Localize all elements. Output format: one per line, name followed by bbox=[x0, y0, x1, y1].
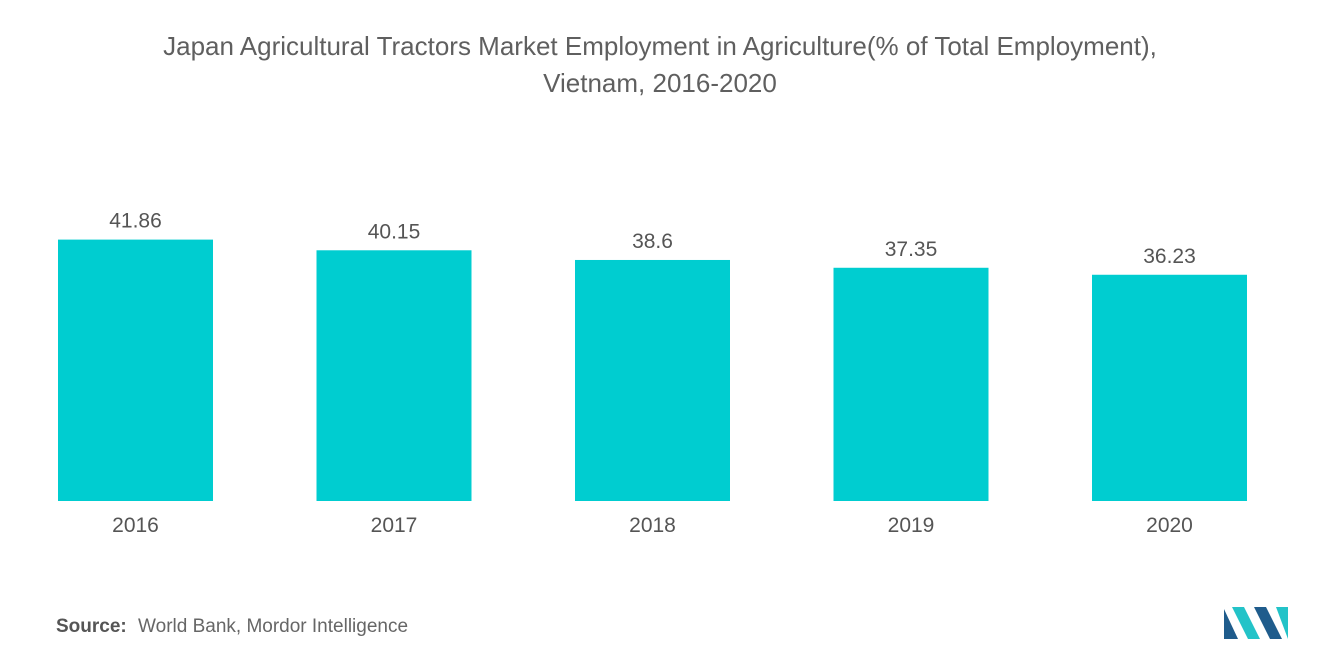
x-tick-label-2017: 2017 bbox=[371, 514, 418, 537]
bar-2016 bbox=[58, 239, 213, 502]
chart-title-line-1: Japan Agricultural Tractors Market Emplo… bbox=[163, 31, 1157, 61]
x-tick-label-2016: 2016 bbox=[112, 514, 159, 537]
data-label-2017: 40.15 bbox=[368, 220, 421, 243]
data-label-2020: 36.23 bbox=[1143, 245, 1196, 268]
bar-2018 bbox=[575, 259, 730, 501]
logo-middle-shape bbox=[1232, 607, 1260, 639]
data-label-2018: 38.6 bbox=[632, 230, 673, 253]
bar-2020 bbox=[1092, 274, 1247, 501]
x-tick-label-2020: 2020 bbox=[1146, 514, 1193, 537]
data-label-2019: 37.35 bbox=[885, 238, 938, 261]
logo-right-shape bbox=[1254, 607, 1282, 639]
logo-tail-shape bbox=[1276, 607, 1288, 639]
source-note: Source: World Bank, Mordor Intelligence bbox=[56, 616, 408, 638]
chart-title: Japan Agricultural Tractors Market Emplo… bbox=[0, 28, 1320, 102]
x-tick-label-2019: 2019 bbox=[888, 514, 935, 537]
x-tick-label-2018: 2018 bbox=[629, 514, 676, 537]
data-label-2016: 41.86 bbox=[109, 210, 162, 233]
source-label: Source: bbox=[56, 616, 127, 637]
bar-chart: 41.86 2016 40.15 2017 38.6 2018 37.35 2019 36.23… bbox=[58, 210, 1247, 537]
bar-2017 bbox=[316, 250, 472, 501]
chart-title-line-2: Vietnam, 2016-2020 bbox=[543, 68, 777, 98]
source-text: World Bank, Mordor Intelligence bbox=[138, 616, 409, 637]
logo-left-shape bbox=[1224, 609, 1238, 639]
bar-2019 bbox=[833, 267, 989, 501]
mordor-intelligence-logo-icon bbox=[1224, 607, 1288, 639]
